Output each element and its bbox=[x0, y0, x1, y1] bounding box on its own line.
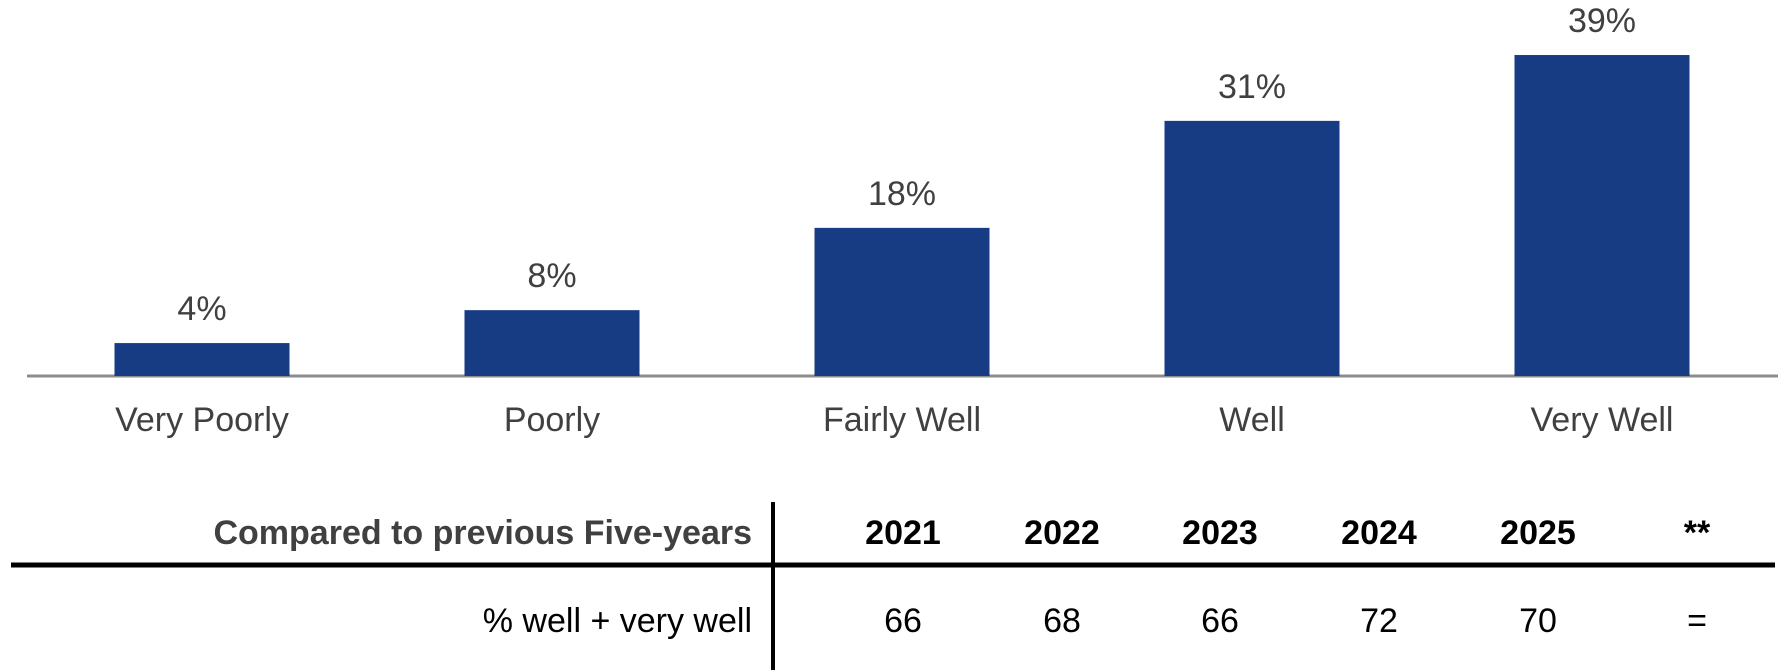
x-tick-label: Fairly Well bbox=[823, 401, 981, 439]
table-cell: = bbox=[1687, 602, 1707, 640]
table-header: 2021 bbox=[865, 514, 941, 552]
table-header: Compared to previous Five-years bbox=[213, 514, 752, 552]
x-tick-label: Poorly bbox=[504, 401, 600, 439]
value-label: 31% bbox=[1218, 68, 1286, 106]
bar bbox=[114, 343, 290, 376]
table-header: 2024 bbox=[1341, 514, 1417, 552]
x-tick-label: Very Poorly bbox=[115, 401, 289, 439]
value-label: 39% bbox=[1568, 2, 1636, 40]
bar bbox=[464, 310, 640, 376]
bar bbox=[814, 227, 990, 376]
table-cell: % well + very well bbox=[483, 602, 752, 640]
value-label: 4% bbox=[177, 290, 226, 328]
table-header: ** bbox=[1684, 514, 1711, 552]
table-header: 2025 bbox=[1500, 514, 1576, 552]
value-label: 18% bbox=[868, 175, 936, 213]
table-cell: 66 bbox=[1201, 602, 1239, 640]
table-header: 2023 bbox=[1182, 514, 1258, 552]
bar bbox=[1164, 120, 1340, 377]
bar bbox=[1514, 55, 1690, 376]
value-label: 8% bbox=[527, 257, 576, 295]
x-tick-label: Well bbox=[1219, 401, 1285, 439]
x-tick-label: Very Well bbox=[1531, 401, 1674, 439]
table-cell: 66 bbox=[884, 602, 922, 640]
table-cell: 70 bbox=[1519, 602, 1557, 640]
table-cell: 68 bbox=[1043, 602, 1081, 640]
table-cell: 72 bbox=[1360, 602, 1398, 640]
table-header: 2022 bbox=[1024, 514, 1100, 552]
